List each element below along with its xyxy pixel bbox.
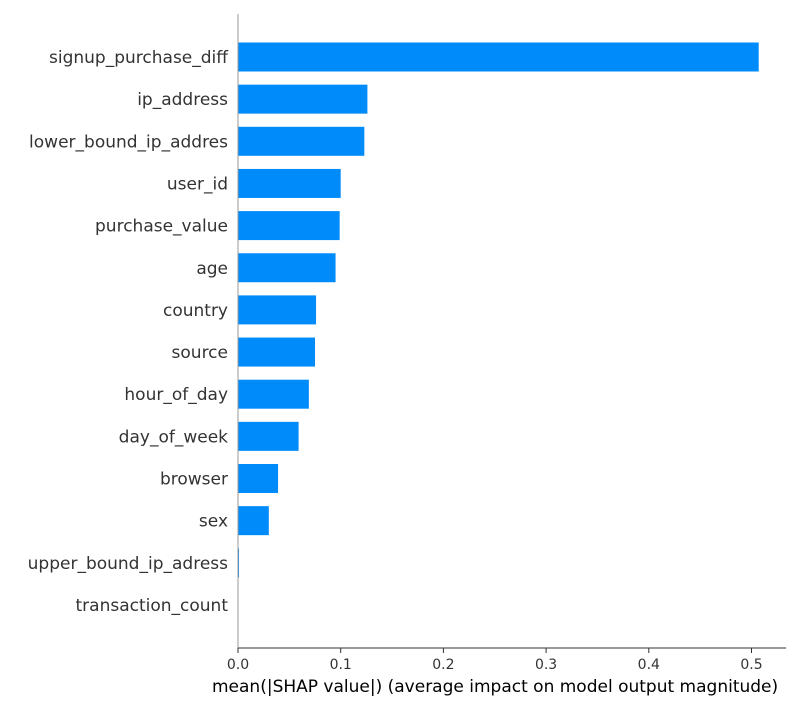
category-label-user_id: user_id bbox=[167, 174, 228, 194]
category-label-transaction_count: transaction_count bbox=[76, 596, 229, 616]
category-label-purchase_value: purchase_value bbox=[95, 217, 228, 237]
x-tick-label: 0.2 bbox=[432, 657, 454, 673]
category-label-ip_address: ip_address bbox=[137, 90, 228, 110]
bar-ip_address bbox=[238, 84, 368, 114]
category-label-age: age bbox=[196, 259, 228, 279]
x-ticks: 0.0 0.1 0.2 0.3 0.4 0.5 bbox=[227, 648, 763, 673]
category-label-country: country bbox=[163, 301, 228, 321]
x-tick-label: 0.0 bbox=[227, 657, 249, 673]
x-tick-label: 0.3 bbox=[535, 657, 557, 673]
category-label-signup_purchase_diff: signup_purchase_diff bbox=[49, 48, 229, 68]
x-tick-label: 0.5 bbox=[740, 657, 762, 673]
bar-purchase_value bbox=[238, 211, 340, 241]
category-labels: signup_purchase_diff ip_address lower_boun… bbox=[28, 48, 230, 616]
bar-country bbox=[238, 295, 317, 325]
bar-lower_bound_ip_addres bbox=[238, 126, 365, 156]
x-axis-label: mean(|SHAP value|) (average impact on mo… bbox=[212, 677, 778, 697]
bar-browser bbox=[238, 464, 279, 493]
category-label-source: source bbox=[172, 343, 228, 363]
bar-age bbox=[238, 253, 336, 283]
bar-source bbox=[238, 337, 316, 367]
bar-hour_of_day bbox=[238, 379, 309, 409]
bar-signup_purchase_diff bbox=[238, 42, 759, 72]
bar-upper_bound_ip_adress bbox=[238, 548, 240, 578]
bars-layer bbox=[238, 42, 759, 578]
bar-user_id bbox=[238, 168, 341, 198]
category-label-lower_bound_ip_addres: lower_bound_ip_addres bbox=[29, 132, 228, 152]
x-tick-label: 0.1 bbox=[330, 657, 352, 673]
category-label-day_of_week: day_of_week bbox=[119, 427, 228, 447]
bar-day_of_week bbox=[238, 421, 299, 451]
category-label-browser: browser bbox=[160, 470, 228, 490]
x-tick-label: 0.4 bbox=[638, 657, 660, 673]
category-label-sex: sex bbox=[199, 512, 228, 532]
category-label-upper_bound_ip_adress: upper_bound_ip_adress bbox=[28, 554, 228, 574]
bar-sex bbox=[238, 506, 269, 536]
category-label-hour_of_day: hour_of_day bbox=[124, 385, 228, 405]
